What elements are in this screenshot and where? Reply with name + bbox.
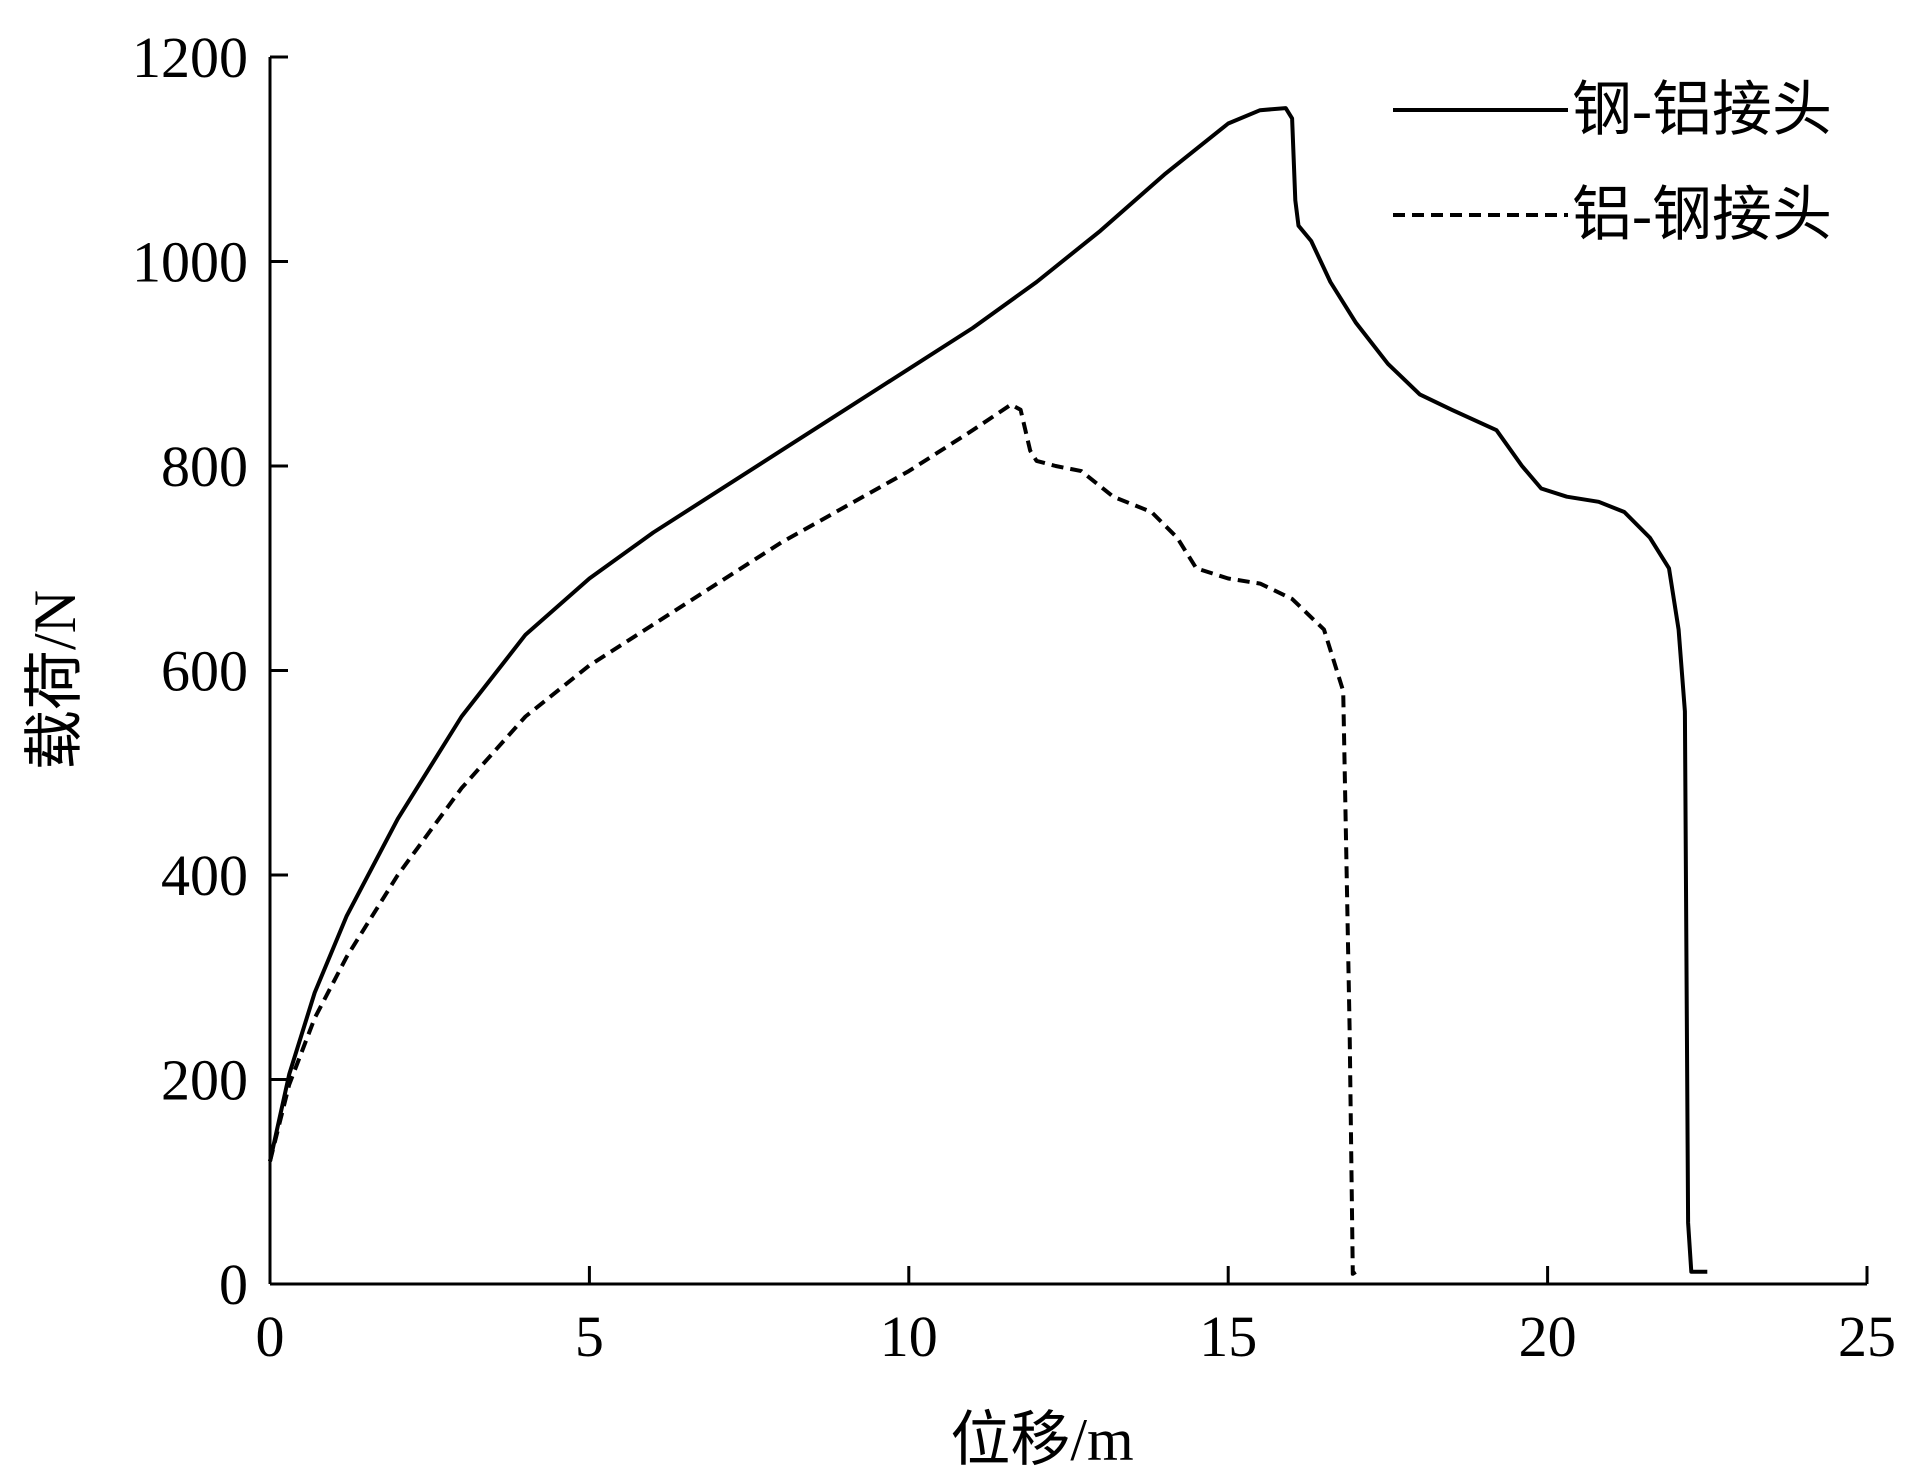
y-axis-title: 载荷/N [22,590,88,770]
legend-label-2: 铝-钢接头 [1572,182,1832,248]
x-tick-label: 10 [880,1304,938,1369]
y-tick-label: 200 [161,1048,248,1113]
series-layer [268,106,1708,1276]
y-tick-label: 400 [161,843,248,908]
y-tick-label: 1000 [132,230,248,295]
axes: 0 5 10 15 20 25 0 200 400 600 800 1000 1200 [132,25,1896,1369]
y-tick-label: 1200 [132,25,248,90]
x-tick-label: 15 [1199,1304,1257,1369]
legend-label-1: 钢-铝接头 [1572,77,1832,143]
x-tick-label: 20 [1519,1304,1577,1369]
x-tick-label: 5 [575,1304,604,1369]
x-tick-label: 25 [1838,1304,1896,1369]
series-line-1 [268,106,1708,1274]
x-axis-title: 位移/m [950,1407,1133,1473]
y-tick-label: 0 [219,1252,248,1317]
y-tick-label: 800 [161,434,248,499]
series-line-2 [268,402,1358,1276]
x-tick-label: 0 [256,1304,285,1369]
y-tick-label: 600 [161,639,248,704]
